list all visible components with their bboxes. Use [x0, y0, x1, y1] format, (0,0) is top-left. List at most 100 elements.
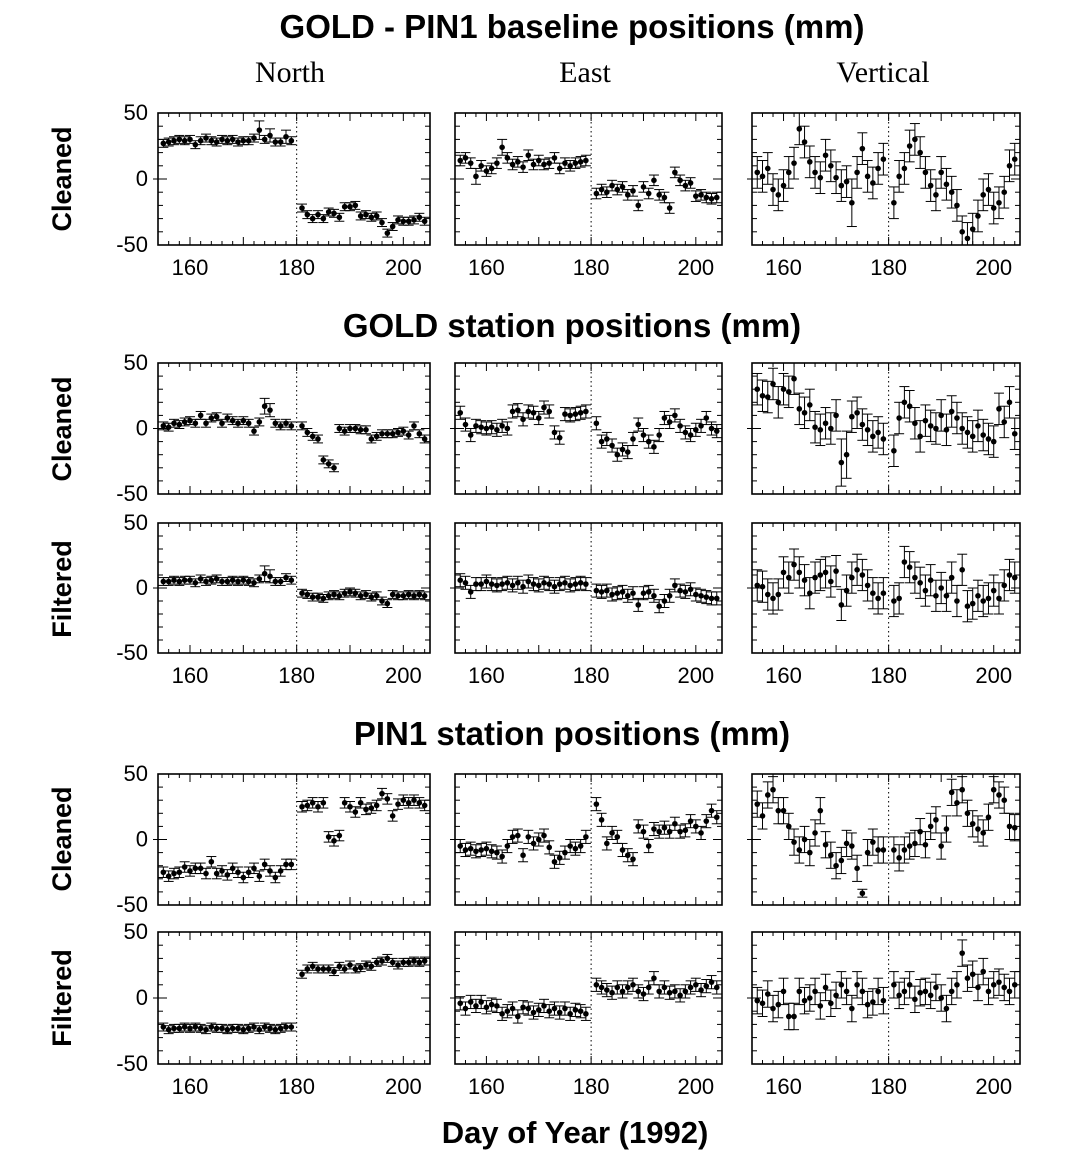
data-point — [398, 591, 409, 601]
point-marker — [901, 847, 908, 853]
data-point — [633, 984, 644, 999]
panel-frame — [157, 362, 431, 495]
point-marker — [785, 574, 792, 581]
point-marker — [192, 1024, 199, 1030]
point-marker — [672, 988, 678, 995]
point-marker — [457, 1000, 464, 1007]
data-point — [936, 984, 947, 1012]
point-marker — [299, 803, 305, 810]
data-point — [664, 985, 675, 1000]
point-marker — [562, 580, 568, 586]
point-marker — [171, 870, 177, 877]
data-point — [206, 413, 217, 423]
point-marker — [770, 381, 776, 387]
data-point — [403, 216, 414, 226]
data-point — [757, 570, 768, 603]
point-marker — [389, 430, 396, 437]
point-marker — [288, 1024, 295, 1030]
data-point — [217, 134, 227, 144]
point-marker — [954, 982, 960, 988]
data-point — [481, 574, 492, 589]
data-point — [163, 1025, 174, 1035]
point-marker — [796, 569, 803, 576]
point-marker — [309, 215, 316, 222]
data-point — [999, 175, 1010, 209]
point-marker — [891, 598, 897, 604]
data-point — [601, 982, 612, 998]
point-marker — [363, 962, 369, 968]
data-point — [701, 979, 712, 994]
point-marker — [775, 192, 782, 198]
point-marker — [395, 962, 401, 968]
data-point — [654, 428, 665, 443]
data-point — [195, 1023, 206, 1033]
point-marker — [996, 406, 1002, 412]
point-marker — [651, 593, 657, 599]
data-point — [878, 836, 889, 864]
point-marker — [609, 442, 615, 449]
point-marker — [1011, 574, 1018, 581]
point-marker — [562, 1005, 568, 1012]
point-marker — [917, 149, 923, 156]
point-marker — [520, 1004, 526, 1011]
data-point — [491, 422, 502, 437]
point-marker — [666, 989, 673, 996]
point-marker — [822, 152, 829, 159]
point-marker — [160, 423, 167, 429]
data-point — [491, 578, 502, 593]
panel-1-north: 50 0 -50 — [116, 350, 431, 506]
data-point — [502, 575, 513, 590]
point-marker — [703, 818, 710, 824]
point-marker — [272, 578, 279, 585]
point-marker — [764, 792, 771, 798]
data-point — [361, 960, 371, 970]
point-marker — [880, 156, 887, 162]
data-point — [752, 372, 763, 406]
point-marker — [530, 581, 537, 587]
point-marker — [245, 869, 252, 876]
data-point — [988, 971, 999, 999]
data-point — [254, 417, 265, 427]
data-point — [669, 408, 680, 423]
point-marker — [245, 578, 252, 585]
point-marker — [770, 786, 776, 793]
point-marker — [504, 843, 511, 849]
point-marker — [635, 602, 642, 608]
data-point — [460, 842, 471, 858]
point-marker — [801, 577, 808, 583]
data-point — [930, 412, 941, 445]
data-point — [638, 586, 649, 601]
row-label-pin1-filtered: Filtered — [47, 949, 77, 1047]
data-point — [711, 980, 722, 995]
point-marker — [556, 581, 563, 587]
point-marker — [515, 580, 521, 586]
data-point — [243, 1023, 254, 1033]
point-marker — [933, 817, 939, 823]
point-marker — [395, 593, 401, 599]
point-marker — [933, 593, 939, 599]
data-point — [465, 841, 476, 856]
point-marker — [389, 591, 396, 598]
panel-2-east: 160 180 200 — [450, 522, 723, 688]
point-marker — [208, 858, 215, 865]
point-marker — [208, 415, 215, 421]
point-marker — [661, 598, 668, 604]
data-point — [983, 977, 994, 1006]
data-point — [946, 561, 957, 594]
point-marker — [341, 590, 348, 596]
data-point — [804, 839, 815, 867]
point-marker — [203, 578, 209, 585]
data-point — [831, 981, 842, 1010]
data-point — [957, 939, 968, 967]
data-point — [382, 599, 393, 608]
point-marker — [938, 585, 944, 591]
data-point — [409, 421, 419, 431]
data-point — [339, 202, 350, 212]
point-marker — [922, 169, 929, 176]
data-point — [909, 561, 920, 594]
x-tick-label: 160 — [172, 255, 209, 280]
data-point — [825, 149, 836, 183]
point-marker — [192, 865, 199, 872]
data-point — [925, 981, 936, 1010]
